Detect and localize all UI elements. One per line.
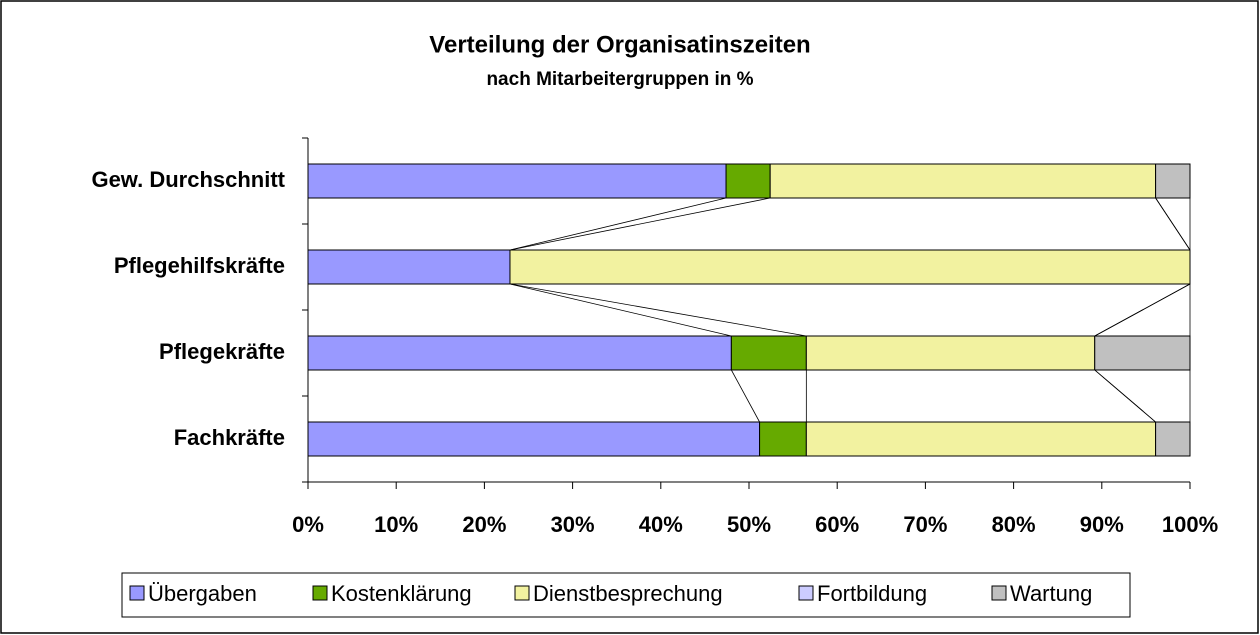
series-line bbox=[731, 369, 760, 423]
x-tick-label: 10% bbox=[374, 512, 418, 537]
bar-segment bbox=[730, 335, 807, 371]
y-tick-label: Pflegehilfskräfte bbox=[114, 253, 285, 278]
series-line bbox=[509, 197, 727, 251]
x-tick-label: 0% bbox=[292, 512, 324, 537]
legend-swatch bbox=[798, 585, 814, 601]
y-tick-label: Fachkräfte bbox=[174, 425, 285, 450]
y-tick-label: Gew. Durchschnitt bbox=[91, 167, 285, 192]
legend-swatch bbox=[312, 585, 328, 601]
legend-label: Wartung bbox=[1010, 581, 1092, 606]
bar-segment bbox=[1155, 421, 1191, 457]
legend-swatch bbox=[514, 585, 530, 601]
x-tick-label: 30% bbox=[551, 512, 595, 537]
bar-segment bbox=[307, 163, 727, 199]
bar-segment bbox=[805, 421, 1157, 457]
legend-label: Kostenklärung bbox=[331, 581, 472, 606]
series-line bbox=[1094, 369, 1156, 423]
x-tick-label: 40% bbox=[639, 512, 683, 537]
bar-segment bbox=[1155, 163, 1191, 199]
series-line bbox=[509, 283, 807, 337]
bar-segment bbox=[769, 163, 1157, 199]
bar-segment bbox=[307, 249, 511, 285]
x-tick-label: 60% bbox=[815, 512, 859, 537]
bar-segment bbox=[759, 421, 807, 457]
legend-label: Dienstbesprechung bbox=[533, 581, 723, 606]
legend-swatch bbox=[991, 585, 1007, 601]
legend-label: Übergaben bbox=[148, 581, 257, 606]
series-line bbox=[509, 283, 732, 337]
x-tick-label: 80% bbox=[992, 512, 1036, 537]
legend-swatch bbox=[129, 585, 145, 601]
series-line bbox=[1094, 283, 1191, 337]
bar-segment bbox=[805, 335, 1096, 371]
series-line bbox=[509, 197, 771, 251]
bar-segment bbox=[1094, 335, 1191, 371]
x-tick-label: 90% bbox=[1080, 512, 1124, 537]
bar-segment bbox=[307, 335, 732, 371]
x-tick-label: 20% bbox=[462, 512, 506, 537]
bar-segment bbox=[509, 249, 1191, 285]
bar-segment bbox=[725, 163, 771, 199]
chart-subtitle: nach Mitarbeitergruppen in % bbox=[486, 69, 753, 90]
legend-box bbox=[121, 572, 1131, 618]
chart-title: Verteilung der Organisatinszeiten bbox=[429, 31, 810, 58]
legend-label: Fortbildung bbox=[817, 581, 927, 606]
series-line bbox=[1155, 197, 1191, 251]
y-tick-label: Pflegekräfte bbox=[159, 339, 285, 364]
x-tick-label: 100% bbox=[1162, 512, 1218, 537]
bar-segment bbox=[307, 421, 761, 457]
x-tick-label: 50% bbox=[727, 512, 771, 537]
x-tick-label: 70% bbox=[903, 512, 947, 537]
